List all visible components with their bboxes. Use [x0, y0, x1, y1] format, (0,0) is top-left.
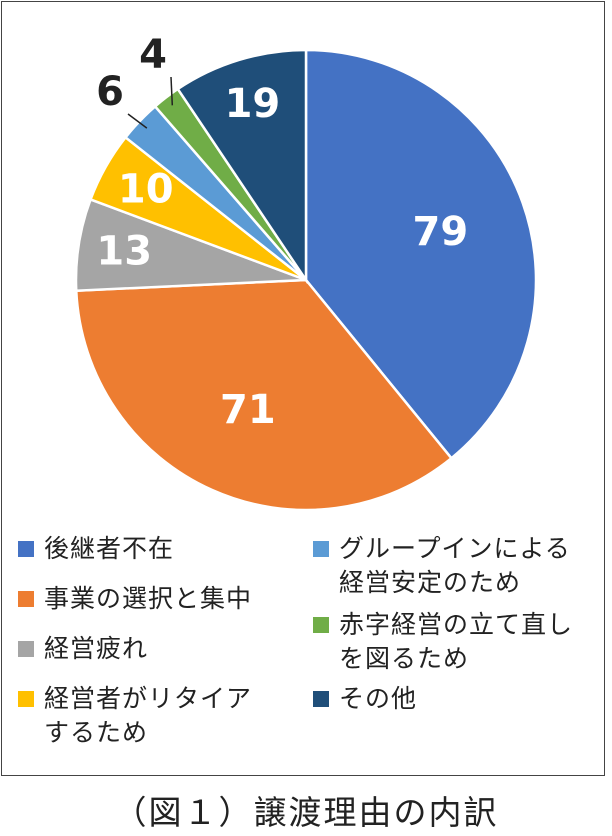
legend-swatch: [313, 541, 329, 557]
legend-item-1: 後継者不在: [18, 532, 174, 566]
data-label-4: 10: [118, 167, 174, 213]
legend-item-5: グループインによる 経営安定のため: [313, 532, 571, 600]
legend-label-line: 赤字経営の立て直し: [339, 610, 574, 639]
figure-caption: （図１）譲渡理由の内訳: [113, 793, 499, 832]
legend-label-line: 経営疲れ: [44, 634, 149, 663]
legend-label-line: を図るため: [339, 644, 470, 673]
legend-label-line: 後継者不在: [44, 534, 175, 563]
legend-swatch: [313, 617, 329, 633]
leader-line-5: [127, 113, 148, 129]
legend-item-2: 事業の選択と集中: [18, 582, 252, 616]
legend-swatch: [313, 691, 329, 707]
legend-item-6: 赤字経営の立て直し を図るため: [313, 608, 573, 676]
legend-label-line: 事業の選択と集中: [44, 584, 253, 613]
legend-label: 赤字経営の立て直し を図るため: [339, 608, 573, 676]
legend-label: 経営者がリタイア するため: [44, 682, 252, 750]
leader-line-6: [170, 76, 174, 106]
legend-swatch: [18, 641, 34, 657]
data-label-6: 4: [139, 32, 167, 78]
data-label-2: 71: [220, 387, 276, 433]
pie-slice-2: [74, 278, 454, 512]
legend-label: 後継者不在: [44, 532, 174, 566]
data-label-1: 79: [412, 209, 468, 255]
legend-swatch: [18, 541, 34, 557]
data-label-7: 19: [225, 81, 281, 127]
legend-item-4: 経営者がリタイア するため: [18, 682, 252, 750]
pie-slice-1: [304, 48, 538, 460]
legend-label-line: するため: [44, 718, 149, 747]
pie-slice-7: [176, 48, 308, 285]
legend-swatch: [18, 691, 34, 707]
legend-label-line: 経営安定のため: [339, 568, 522, 597]
data-label-3: 13: [96, 228, 152, 274]
legend-label-line: その他: [339, 684, 418, 713]
data-label-5: 6: [96, 69, 124, 115]
legend-item-7: その他: [313, 682, 417, 716]
legend-label-line: グループインによる: [339, 534, 571, 563]
legend: 後継者不在 事業の選択と集中 経営疲れ 経営者がリタイア するため グループインによる 経営…: [18, 532, 598, 772]
pie-chart: 79 71 13 10 64 19: [74, 32, 538, 512]
legend-item-3: 経営疲れ: [18, 632, 148, 666]
legend-label: 事業の選択と集中: [44, 582, 252, 616]
legend-label: グループインによる 経営安定のため: [339, 532, 571, 600]
legend-label: その他: [339, 682, 417, 716]
legend-label: 経営疲れ: [44, 632, 148, 666]
legend-label-line: 経営者がリタイア: [44, 684, 253, 713]
legend-swatch: [18, 591, 34, 607]
